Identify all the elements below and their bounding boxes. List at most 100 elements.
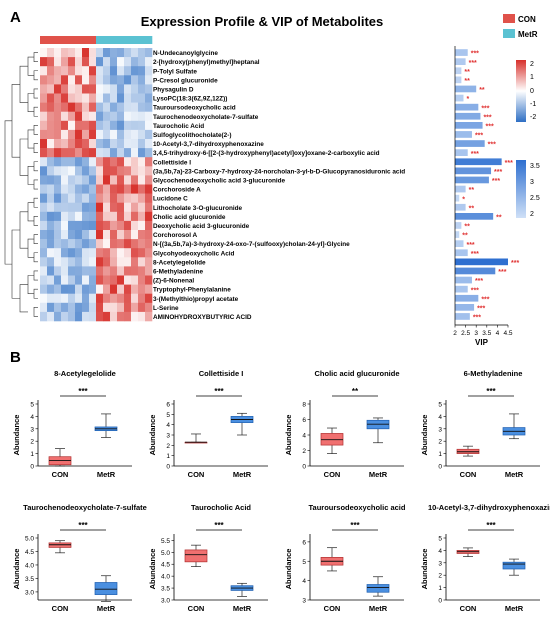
box-plot-title: Tauroursodeoxycholic acid: [309, 503, 406, 512]
heatmap-cell: [131, 284, 139, 294]
heatmap-cell: [145, 75, 153, 85]
box-category-label: MetR: [97, 470, 116, 479]
heatmap-cell: [82, 293, 90, 304]
heatmap-cell: [124, 230, 132, 240]
heatmap-cell: [68, 157, 76, 167]
heatmap-cell: [82, 120, 90, 131]
dendrogram-branch: [33, 216, 38, 226]
box-category-label: MetR: [505, 470, 524, 479]
box-y-tick-label: 2: [166, 443, 170, 450]
heatmap-cell: [117, 239, 125, 249]
heatmap-cell: [68, 129, 76, 140]
heatmap-cell: [61, 93, 69, 103]
heatmap-cell: [96, 166, 104, 176]
heatmap-cell: [47, 166, 55, 176]
heatmap-cell: [124, 102, 132, 112]
group-annotation-cell: [138, 36, 146, 44]
significance-label: **: [464, 69, 470, 76]
metabolite-label: Cholic acid glucuronide: [153, 214, 226, 221]
heatmap-cell: [124, 48, 132, 58]
heatmap-cell: [68, 93, 76, 103]
metabolite-label: Tauroursodeoxycholic acid: [153, 105, 236, 112]
heatmap-cell: [103, 211, 111, 222]
heatmap-cell: [138, 248, 146, 258]
box-y-tick-label: 6: [302, 539, 306, 546]
heatmap-cell: [96, 284, 104, 294]
heatmap-cell: [75, 248, 83, 258]
group-annotation-cell: [145, 36, 153, 44]
heatmap-cell: [54, 239, 62, 249]
heatmap-cell: [89, 239, 97, 249]
heatmap-cell: [75, 202, 83, 213]
box-plot: Collettiside I 0 1 2 3 4 5 6 Abundance CON MetR ***: [148, 369, 268, 479]
heatmap-cell: [124, 266, 132, 276]
box-y-tick-label: 3: [302, 598, 306, 605]
heatmap-cell: [103, 293, 111, 304]
heatmap-cell: [110, 248, 118, 258]
heatmap-cell: [68, 66, 76, 76]
heatmap-cell: [75, 157, 83, 167]
box-plot-title: Taurocholic Acid: [191, 503, 251, 512]
box-y-axis-label: Abundance: [12, 415, 21, 456]
heatmap-cell: [68, 257, 76, 267]
vip-bar: [455, 131, 472, 138]
heatmap-cell: [103, 239, 111, 249]
dendrogram-branch: [33, 179, 38, 190]
significance-label: **: [462, 233, 468, 240]
metabolite-label: Corchoroside A: [153, 187, 201, 194]
dendrogram-branch: [19, 138, 28, 176]
heatmap-cell: [82, 184, 90, 194]
significance-label: ***: [469, 60, 477, 67]
vip-bar: [455, 249, 468, 257]
heatmap-cell: [40, 248, 48, 258]
panel-b-label: B: [10, 349, 21, 366]
box-y-tick-label: 5: [30, 402, 34, 409]
box-plot: 10-Acetyl-3,7-dihydroxyphenoxazine 0 1 2 3 4 5…: [420, 503, 550, 613]
heatmap-cell: [124, 293, 132, 304]
heatmap-cell: [54, 311, 62, 322]
box-category-label: MetR: [505, 604, 524, 613]
heatmap-cell: [61, 175, 69, 185]
heatmap-cell: [75, 193, 83, 203]
box-y-tick-label: 3.0: [25, 589, 34, 596]
heatmap-cell: [47, 257, 55, 267]
metabolite-label: AMINOHYDROXYBUTYRIC ACID: [153, 314, 252, 321]
heatmap-cell: [75, 139, 83, 149]
heatmap-cell: [89, 184, 97, 194]
box-rect: [366, 584, 390, 593]
heatmap-cell: [40, 93, 48, 103]
vip-bar: [455, 49, 468, 56]
heatmap-cell: [40, 148, 48, 158]
heatmap-cell: [61, 157, 69, 167]
heatmap-cell: [124, 139, 132, 149]
vip-bar: [455, 76, 462, 84]
metabolite-label: N-[(3a,5b,7a)-3-hydroxy-24-oxo-7-(sulfoo…: [153, 241, 350, 248]
heatmap-cell: [75, 211, 83, 222]
heatmap-cell: [89, 275, 97, 285]
box-plot-grid: 8-Acetylegelolide 0 1 2 3 4 5 Abundance CON MetR *…: [12, 369, 550, 613]
heatmap-cell: [75, 111, 83, 122]
heatmap-cell: [103, 102, 111, 112]
heatmap-cell: [68, 148, 76, 158]
heatmap-cell: [47, 230, 55, 240]
heatmap-cell: [82, 111, 90, 122]
dendrogram-branch: [27, 93, 34, 112]
heatmap-cell: [103, 75, 111, 85]
vip-bar: [455, 176, 489, 184]
heatmap-cell: [138, 84, 146, 94]
heatmap-cell: [145, 57, 153, 67]
heatmap-cell: [138, 148, 146, 158]
dendrogram-branch: [33, 106, 38, 117]
dendrogram-branch: [33, 252, 38, 263]
vip-bar: [455, 140, 485, 147]
heatmap-cell: [138, 157, 146, 167]
heatmap-cell: [117, 302, 125, 313]
vip-bar: [455, 167, 492, 175]
group-annotation-cell: [89, 36, 97, 44]
significance-label: ***: [483, 114, 491, 121]
heatmap-cell: [103, 148, 111, 158]
significance-label: **: [479, 87, 485, 94]
significance-label: ***: [214, 521, 224, 530]
heatmap-cell: [103, 302, 111, 313]
heatmap-cell: [145, 102, 153, 112]
